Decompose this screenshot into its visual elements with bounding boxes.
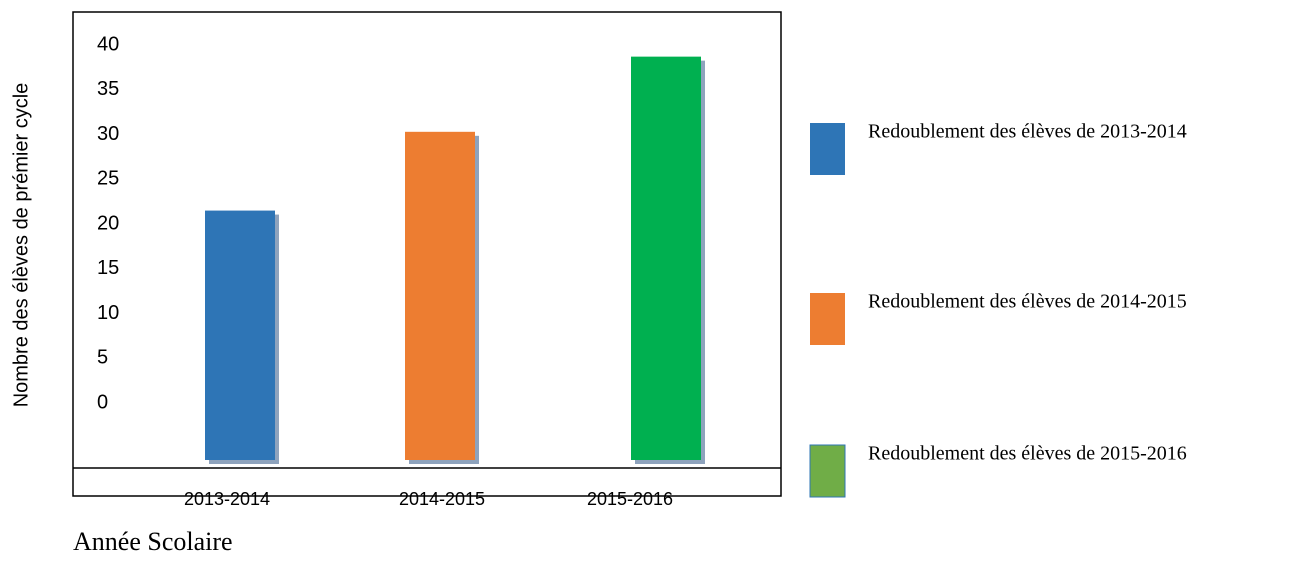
y-tick-label: 10 <box>97 302 119 324</box>
bar <box>205 210 275 460</box>
legend-swatch <box>809 444 846 498</box>
legend-swatch <box>810 293 845 345</box>
y-axis-label: Nombre des élèves de prémier cycle <box>10 83 32 408</box>
y-tick-label: 15 <box>97 257 119 279</box>
bar <box>631 56 701 460</box>
y-tick-label: 40 <box>97 33 119 55</box>
y-tick-label: 0 <box>97 391 108 413</box>
y-tick-label: 30 <box>97 123 119 145</box>
plot-frame <box>72 11 782 497</box>
y-tick-label: 35 <box>97 78 119 100</box>
legend-label: Redoublement des élèves de 2014-2015 <box>868 291 1187 313</box>
x-tick-label: 2014-2015 <box>399 489 485 509</box>
y-tick-label: 25 <box>97 168 119 190</box>
y-tick-label: 20 <box>97 212 119 234</box>
bar <box>405 131 475 460</box>
x-tick-label: 2013-2014 <box>184 489 270 509</box>
legend-swatch <box>810 123 845 175</box>
y-tick-label: 5 <box>97 347 108 369</box>
legend-label: Redoublement des élèves de 2015-2016 <box>868 443 1187 465</box>
x-axis-label: Année Scolaire <box>73 527 233 556</box>
x-tick-label: 2015-2016 <box>587 489 673 509</box>
legend-label: Redoublement des élèves de 2013-2014 <box>868 121 1187 143</box>
